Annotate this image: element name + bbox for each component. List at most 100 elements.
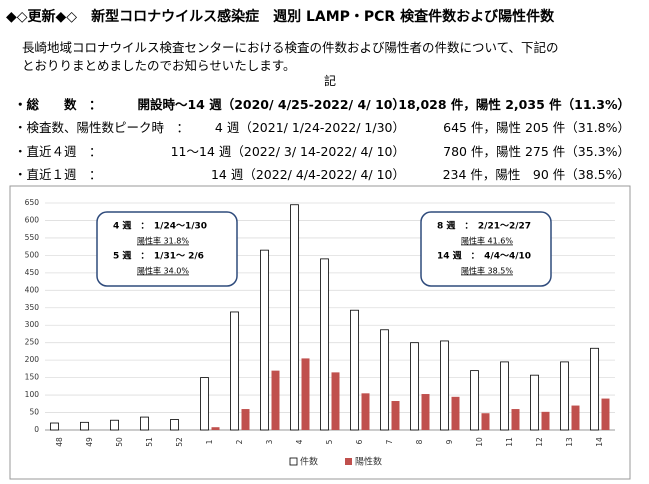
bar <box>200 377 209 431</box>
period: 開設時〜14 週（2020/ 4/25-2022/ 4/ 10） <box>137 97 405 112</box>
x-tick-label: 48 <box>55 437 64 447</box>
legend-label: 陽性数 <box>355 456 382 468</box>
bar <box>271 370 280 430</box>
label: ・直近１週 ： <box>14 167 102 182</box>
y-tick-label: 200 <box>25 355 40 364</box>
intro-line: 長崎地域コロナウイルス検査センターにおける検査の件数および陽性者の件数について、… <box>22 40 559 55</box>
y-tick-label: 300 <box>25 320 40 329</box>
bar <box>590 347 599 431</box>
period: 11〜14 週（2022/ 3/ 14-2022/ 4/ 10） <box>170 144 405 159</box>
x-tick-label: 14 <box>595 437 604 447</box>
x-tick-label: 6 <box>355 439 364 444</box>
annotation-rate: 陽性率 34.0% <box>137 266 189 276</box>
bar <box>140 416 149 431</box>
x-tick-label: 10 <box>475 437 484 447</box>
annotation-rate: 陽性率 41.6% <box>461 236 513 246</box>
bar <box>230 311 239 431</box>
label: ・検査数、陽性数ピーク時 ： <box>14 120 190 135</box>
note-mark: 記 <box>324 74 337 88</box>
bar <box>290 204 299 431</box>
y-tick-label: 0 <box>34 425 39 434</box>
x-tick-label: 4 <box>295 439 304 444</box>
x-tick-label: 2 <box>235 439 244 444</box>
bar <box>50 422 59 431</box>
annotation-rate: 陽性率 31.8% <box>137 236 189 246</box>
result: 645 件，陽性 205 件（31.8%） <box>443 120 630 135</box>
y-tick-label: 350 <box>25 303 40 312</box>
x-tick-label: 13 <box>565 437 574 447</box>
y-tick-label: 550 <box>25 233 40 242</box>
bar <box>331 372 340 430</box>
bar <box>601 398 610 430</box>
bar <box>361 393 370 430</box>
x-tick-label: 12 <box>535 437 544 447</box>
y-tick-label: 450 <box>25 268 40 277</box>
annotation-box <box>96 211 238 287</box>
result: 780 件，陽性 275 件（35.3%） <box>443 144 630 159</box>
x-tick-label: 11 <box>505 437 514 447</box>
x-tick-label: 51 <box>145 437 154 447</box>
x-tick-label: 49 <box>85 437 94 447</box>
x-tick-label: 50 <box>115 437 124 447</box>
y-tick-label: 250 <box>25 338 40 347</box>
annotation-week: 4 週 ： 1/24〜1/30 <box>113 221 207 232</box>
y-tick-label: 600 <box>25 215 40 224</box>
bar <box>421 394 430 430</box>
y-tick-label: 100 <box>25 390 40 399</box>
x-tick-label: 5 <box>325 439 334 444</box>
result: 18,028 件，陽性 2,035 件（11.3%） <box>398 97 630 112</box>
bar <box>500 361 509 431</box>
bar <box>530 374 539 431</box>
bar <box>410 342 419 431</box>
summary-row: ・直近４週 ： 11〜14 週（2022/ 3/ 14-2022/ 4/ 10） 7… <box>14 141 630 161</box>
bar <box>350 309 359 431</box>
legend-swatch <box>289 457 298 466</box>
annotation-week: 14 週 ： 4/4〜4/10 <box>437 251 531 262</box>
bar <box>320 258 329 431</box>
result: 234 件，陽性 90 件（38.5%） <box>442 167 630 182</box>
intro-line: とおりりまとめましたのでお知らせいたします。 <box>22 58 296 73</box>
bar <box>241 409 250 430</box>
bar <box>211 427 220 430</box>
bar <box>440 340 449 431</box>
bar <box>170 419 179 431</box>
bar <box>511 409 520 430</box>
x-tick-label: 8 <box>415 439 424 444</box>
annotation-box <box>420 211 552 287</box>
bar <box>80 421 89 431</box>
x-tick-label: 1 <box>205 439 214 444</box>
bar <box>260 249 269 431</box>
summary-row: ・直近１週 ： 14 週（2022/ 4/4-2022/ 4/ 10） 234 件，… <box>14 164 630 184</box>
x-tick-label: 52 <box>175 437 184 447</box>
y-tick-label: 150 <box>25 373 40 382</box>
annotation-week: 5 週 ： 1/31〜 2/6 <box>113 251 204 262</box>
x-tick-label: 7 <box>385 439 394 444</box>
bar <box>571 405 580 430</box>
legend-label: 件数 <box>300 456 318 468</box>
legend-swatch <box>345 458 352 465</box>
bar <box>380 329 389 431</box>
bar <box>470 370 479 431</box>
bar <box>301 358 310 430</box>
bar <box>451 396 460 430</box>
bar <box>560 361 569 431</box>
annotation-week: 8 週 ： 2/21〜2/27 <box>437 221 531 232</box>
x-tick-label: 9 <box>445 439 454 444</box>
bar <box>391 401 400 430</box>
bar <box>110 419 119 431</box>
y-tick-label: 500 <box>25 250 40 259</box>
bar <box>541 411 550 430</box>
summary-row: ・検査数、陽性数ピーク時 ： 4 週（2021/ 1/24-2022/ 1/30）… <box>14 117 630 137</box>
x-tick-label: 3 <box>265 439 274 444</box>
label: ・直近４週 ： <box>14 144 102 159</box>
y-tick-label: 650 <box>25 198 40 207</box>
annotation-rate: 陽性率 38.5% <box>461 266 513 276</box>
summary-row: ・総 数 ： 開設時〜14 週（2020/ 4/25-2022/ 4/ 10） 18… <box>14 94 630 114</box>
period: 14 週（2022/ 4/4-2022/ 4/ 10） <box>210 167 405 182</box>
y-tick-label: 400 <box>25 285 40 294</box>
period: 4 週（2021/ 1/24-2022/ 1/30） <box>214 120 405 135</box>
y-tick-label: 50 <box>29 408 39 417</box>
bar <box>481 413 490 430</box>
